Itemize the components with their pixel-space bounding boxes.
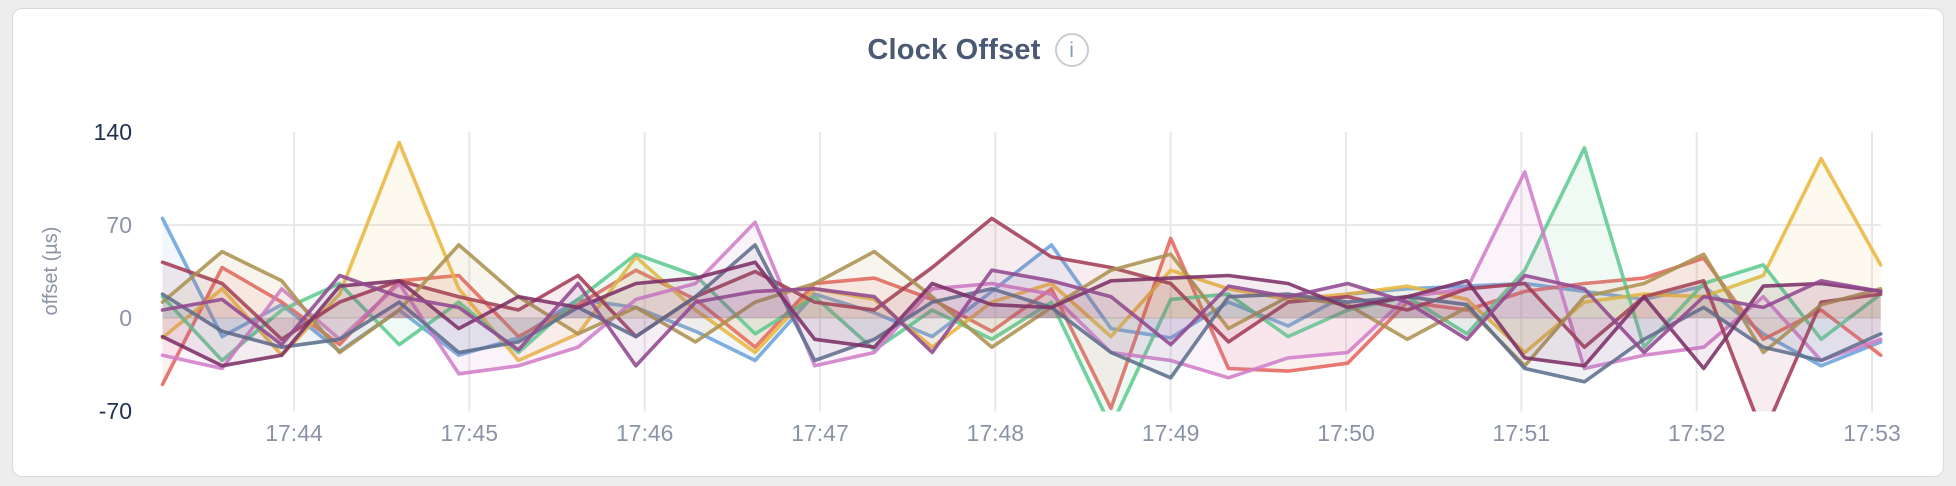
x-tick-label: 17:46: [616, 420, 674, 446]
x-tick-label: 17:44: [265, 420, 323, 446]
y-tick-label: 70: [106, 212, 132, 238]
x-tick-label: 17:48: [967, 420, 1025, 446]
y-tick-label: 0: [119, 305, 132, 331]
info-icon[interactable]: i: [1054, 33, 1089, 67]
series-slate-line[interactable]: [160, 243, 1883, 384]
series-plum-line[interactable]: [160, 260, 1883, 371]
chart-title: Clock Offset: [867, 33, 1041, 66]
x-tick-label: 17:50: [1317, 420, 1375, 446]
y-tick-label: -70: [99, 398, 132, 424]
series-red-line[interactable]: [160, 236, 1883, 411]
info-glyph: i: [1069, 38, 1074, 62]
chart-header: Clock Offset i: [13, 33, 1943, 67]
x-tick-label: 17:53: [1843, 420, 1901, 446]
series-plum-area: [162, 262, 1881, 369]
series-olive-area: [162, 244, 1881, 366]
series-violet-line[interactable]: [160, 268, 1883, 368]
y-tick-label: 140: [94, 119, 132, 145]
series-orchid-line[interactable]: [160, 170, 1883, 380]
y-axis-ticks: 140 70 0 -70: [94, 119, 132, 424]
series-group: [160, 140, 1883, 435]
x-tick-label: 17:45: [441, 420, 499, 446]
x-tick-label: 17:52: [1668, 420, 1726, 446]
series-maroon-area: [162, 218, 1881, 412]
x-tick-label: 17:51: [1493, 420, 1551, 446]
series-olive-line[interactable]: [160, 243, 1883, 368]
clock-offset-chart-card: Clock Offset i 140 70 0 -70 17:44 17:45 17:46 1…: [12, 8, 1944, 477]
series-violet-area: [162, 270, 1881, 366]
series-gold-area: [162, 142, 1881, 361]
x-tick-label: 17:47: [791, 420, 849, 446]
series-slate-area: [162, 244, 1881, 382]
x-tick-label: 17:49: [1142, 420, 1200, 446]
series-green-line[interactable]: [160, 146, 1883, 427]
y-axis-label: offset (µs): [40, 227, 62, 316]
x-axis-ticks: 17:44 17:45 17:46 17:47 17:48 17:49 17:50 17:51…: [265, 420, 1901, 446]
series-maroon-line[interactable]: [160, 216, 1883, 435]
